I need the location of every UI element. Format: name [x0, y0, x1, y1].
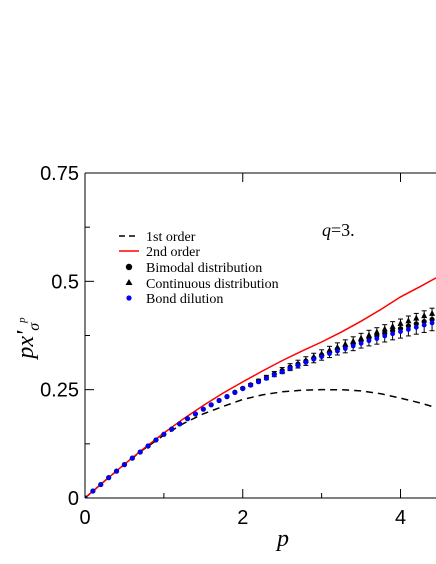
point-continuous [421, 312, 428, 319]
point-bond-dilution [85, 495, 88, 498]
y-tick-label: 0 [68, 488, 79, 510]
point-bond-dilution [405, 327, 411, 332]
point-continuous [326, 346, 333, 353]
legend-label-bimodal: Bimodal distribution [146, 261, 262, 276]
point-continuous [413, 314, 420, 321]
point-bond-dilution [350, 343, 356, 349]
point-bond-dilution [240, 386, 246, 392]
point-bond-dilution [106, 475, 112, 481]
legend-marker-continuous [125, 279, 133, 285]
point-continuous [389, 322, 396, 329]
point-bond-dilution [295, 363, 301, 368]
point-bond-dilution [224, 394, 230, 399]
point-bond-dilution [161, 431, 167, 437]
annotation: q=3. [322, 220, 355, 240]
point-bond-dilution [421, 322, 427, 328]
legend-marker-bond-dilution [126, 295, 132, 301]
point-bond-dilution [342, 346, 348, 351]
point-bond-dilution [366, 338, 372, 344]
point-bond-dilution [200, 406, 206, 412]
point-bimodal [421, 319, 427, 325]
point-bond-dilution [114, 468, 119, 474]
point-bond-dilution [327, 351, 332, 357]
point-bond-dilution [137, 449, 143, 455]
point-bond-dilution [279, 369, 285, 375]
point-bond-dilution [248, 382, 254, 388]
point-continuous [318, 350, 325, 357]
y-axis-label-main: px' [13, 330, 39, 361]
point-bimodal [429, 316, 435, 323]
point-bond-dilution [90, 488, 96, 494]
point-bond-dilution [429, 320, 435, 326]
series-line-2nd-order [85, 277, 436, 498]
y-tick-label: 0.75 [40, 163, 79, 185]
point-bond-dilution [358, 340, 364, 346]
point-bond-dilution [335, 348, 340, 354]
point-bond-dilution [413, 324, 419, 330]
point-bond-dilution [256, 379, 261, 385]
legend-label-1st-order: 1st order [146, 230, 196, 245]
annotation-q: q [322, 220, 331, 240]
point-bond-dilution [185, 416, 190, 422]
point-continuous [342, 340, 349, 347]
series-group [85, 277, 436, 498]
point-bond-dilution [153, 437, 159, 443]
point-bond-dilution [287, 366, 293, 371]
point-bond-dilution [169, 426, 175, 432]
axes: 0 2 4 0 0.25 0.5 0.75 [40, 163, 436, 529]
point-continuous [373, 328, 380, 335]
y-tick-label: 0.5 [51, 271, 79, 293]
legend-label-bond-dilution: Bond dilution [146, 292, 223, 307]
point-bond-dilution [311, 356, 317, 362]
point-bond-dilution [145, 443, 151, 449]
point-bond-dilution [122, 462, 127, 468]
point-bimodal [413, 321, 419, 327]
y-tick-label: 0.25 [40, 380, 79, 402]
plot-area [85, 277, 436, 498]
point-bond-dilution [129, 455, 135, 461]
legend: 1st order 2nd order Bimodal distribution… [119, 230, 279, 307]
point-bond-dilution [177, 421, 183, 427]
x-axis-label: p [275, 526, 289, 552]
series-line-1st-order [85, 388, 436, 498]
y-axis-label: px'σp [13, 317, 43, 361]
legend-label-continuous: Continuous distribution [146, 277, 279, 292]
point-continuous [429, 309, 436, 316]
point-continuous [397, 319, 404, 326]
point-continuous [350, 337, 357, 344]
point-bond-dilution [303, 359, 309, 365]
point-bond-dilution [319, 354, 325, 360]
point-continuous [358, 334, 365, 341]
legend-label-2nd-order: 2nd order [146, 245, 200, 260]
point-bond-dilution [382, 333, 388, 339]
point-bond-dilution [232, 390, 238, 396]
point-bond-dilution [398, 329, 403, 334]
point-continuous [365, 331, 372, 338]
point-bimodal [405, 323, 411, 329]
y-axis-label-sub: σ [26, 322, 43, 331]
legend-marker-bimodal [125, 263, 133, 271]
x-tick-label: 0 [79, 507, 90, 529]
x-tick-label: 2 [237, 507, 248, 529]
point-continuous [405, 317, 412, 324]
point-bond-dilution [98, 482, 104, 487]
point-bond-dilution [271, 372, 277, 378]
svg-text:px'σp: px'σp [13, 317, 43, 361]
point-bond-dilution [374, 336, 380, 341]
point-bond-dilution [264, 376, 269, 381]
point-continuous [334, 343, 341, 350]
point-bond-dilution [390, 331, 396, 337]
point-continuous [381, 325, 388, 332]
y-axis-label-sup: p [16, 317, 28, 324]
point-bond-dilution [193, 411, 198, 417]
point-bond-dilution [216, 398, 222, 403]
x-tick-label: 4 [395, 507, 406, 529]
annotation-value: =3. [331, 220, 355, 240]
point-bond-dilution [208, 402, 214, 408]
